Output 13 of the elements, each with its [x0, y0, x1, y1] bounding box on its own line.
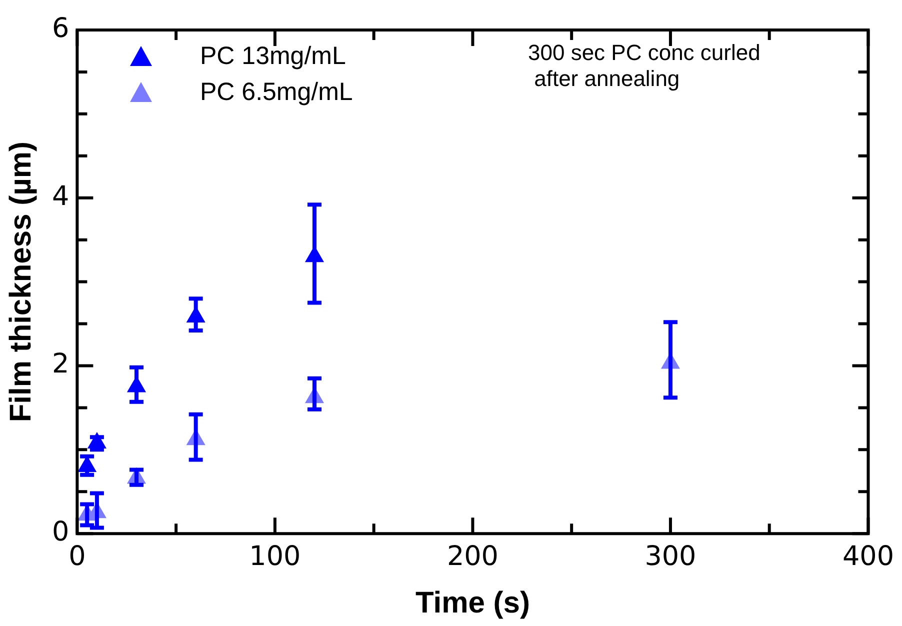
y-tick-label: 2: [52, 348, 70, 380]
x-axis-title: Time (s): [415, 586, 530, 620]
legend-label: PC 6.5mg/mL: [200, 77, 353, 108]
legend-label: PC 13mg/mL: [200, 41, 346, 72]
annotation: 300 sec PC conc curled after annealing: [528, 40, 760, 92]
x-tick-label: 300: [644, 540, 696, 572]
x-tick-label: 100: [249, 540, 301, 572]
x-tick-label: 400: [842, 540, 894, 572]
y-tick-label: 6: [52, 13, 70, 44]
y-tick-label: 0: [52, 516, 70, 548]
x-tick-label: 200: [446, 540, 498, 572]
y-axis-title: Film thickness (µm): [4, 141, 38, 422]
y-tick-label: 4: [52, 180, 70, 212]
